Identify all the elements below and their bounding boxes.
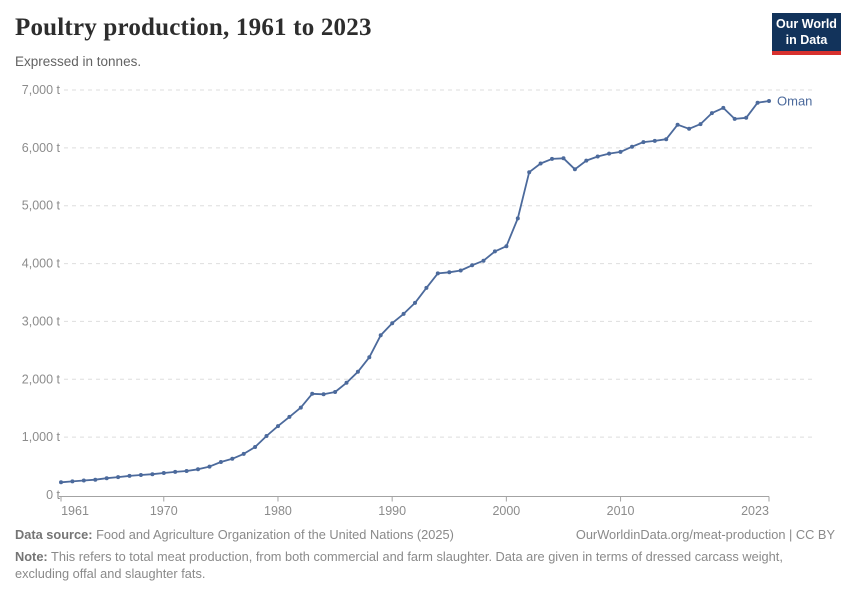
data-line xyxy=(60,100,770,484)
data-point xyxy=(447,270,452,275)
page-title: Poultry production, 1961 to 2023 xyxy=(15,14,372,41)
note-label: Note: xyxy=(15,549,48,564)
data-point xyxy=(401,311,406,316)
data-point xyxy=(70,479,75,484)
y-tick-label: 5,000 t xyxy=(22,199,61,213)
x-tick-label: 1980 xyxy=(264,504,292,518)
data-point xyxy=(413,300,417,305)
chart-footer: Data source: Food and Agriculture Organi… xyxy=(15,527,835,582)
data-point xyxy=(230,456,235,461)
data-point xyxy=(687,126,692,131)
data-point xyxy=(664,137,669,142)
data-point xyxy=(378,333,383,338)
data-point xyxy=(184,469,189,473)
data-point xyxy=(709,111,714,116)
data-point xyxy=(150,472,155,477)
data-point xyxy=(344,380,349,385)
y-tick-label: 0 t xyxy=(46,488,60,502)
owid-logo-line1: Our World xyxy=(776,17,837,31)
y-tick-label: 6,000 t xyxy=(22,141,61,155)
footer-source-row: Data source: Food and Agriculture Organi… xyxy=(15,527,835,542)
data-point xyxy=(744,115,749,120)
data-point xyxy=(333,390,338,394)
y-tick-label: 1,000 t xyxy=(22,430,61,444)
data-point xyxy=(607,151,612,156)
x-tick-label: 1961 xyxy=(61,504,89,518)
y-tick-label: 2,000 t xyxy=(22,372,61,386)
owid-logo: Our World in Data xyxy=(772,13,841,55)
series-end-label: Oman xyxy=(777,93,812,108)
data-source-label: Data source: xyxy=(15,527,93,542)
data-point xyxy=(732,116,737,121)
data-point xyxy=(173,469,178,474)
y-tick-label: 3,000 t xyxy=(22,314,61,328)
data-point xyxy=(550,156,554,161)
x-tick-label: 1990 xyxy=(378,504,406,518)
data-point xyxy=(641,140,646,145)
data-point xyxy=(116,475,121,480)
data-point xyxy=(104,476,109,481)
data-point xyxy=(538,161,543,166)
data-source: Data source: Food and Agriculture Organi… xyxy=(15,527,454,542)
data-point xyxy=(492,249,497,254)
x-tick-label: 1970 xyxy=(150,504,178,518)
y-tick-label: 7,000 t xyxy=(22,83,61,97)
data-point xyxy=(755,100,760,105)
data-point xyxy=(355,369,360,374)
x-tick-label: 2000 xyxy=(492,504,520,518)
data-point xyxy=(161,471,166,475)
footer-note: Note: This refers to total meat producti… xyxy=(15,548,805,582)
data-point xyxy=(515,216,520,221)
data-point xyxy=(59,480,63,485)
data-point xyxy=(253,445,258,449)
data-point xyxy=(561,156,566,161)
data-point xyxy=(767,99,771,103)
x-tick-label: 2010 xyxy=(607,504,635,518)
data-point xyxy=(504,244,509,249)
data-point xyxy=(321,392,326,397)
data-point xyxy=(367,355,372,360)
data-point xyxy=(218,460,223,464)
data-point xyxy=(527,170,532,175)
data-point xyxy=(630,144,634,149)
data-point xyxy=(595,154,600,159)
data-point xyxy=(264,434,269,438)
data-point xyxy=(618,149,623,154)
data-point xyxy=(721,105,726,110)
data-point xyxy=(584,158,589,163)
data-point xyxy=(481,258,486,263)
data-point xyxy=(138,473,143,477)
data-point xyxy=(241,451,246,456)
data-point xyxy=(470,263,475,268)
data-point xyxy=(196,467,200,472)
data-point xyxy=(435,271,440,276)
data-point xyxy=(276,424,280,429)
owid-link[interactable]: OurWorldinData.org/meat-production | CC … xyxy=(575,527,835,542)
owid-logo-line2: in Data xyxy=(785,32,828,47)
data-point xyxy=(207,464,212,469)
data-point xyxy=(81,478,86,483)
data-point xyxy=(390,321,395,326)
data-point xyxy=(652,138,657,143)
data-point xyxy=(424,285,429,290)
chart-svg: 0 t 1,000 t 2,000 t 3,000 t 4,000 t 5,000 t 6,… xyxy=(22,83,813,518)
data-point xyxy=(287,414,292,419)
data-point xyxy=(127,473,132,478)
x-tick-label: 2023 xyxy=(741,504,769,518)
data-point xyxy=(675,122,680,127)
data-source-text: Food and Agriculture Organization of the… xyxy=(92,527,454,542)
data-point xyxy=(298,405,303,410)
data-point xyxy=(93,477,98,482)
y-tick-label: 4,000 t xyxy=(22,257,61,271)
data-point xyxy=(572,167,577,172)
note-text: This refers to total meat production, fr… xyxy=(15,549,783,581)
page-subtitle: Expressed in tonnes. xyxy=(15,54,142,69)
data-point xyxy=(310,391,315,396)
data-point xyxy=(698,122,703,127)
data-point xyxy=(458,268,463,273)
